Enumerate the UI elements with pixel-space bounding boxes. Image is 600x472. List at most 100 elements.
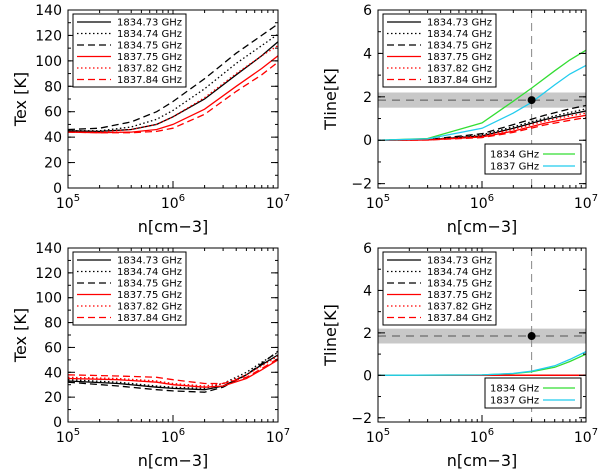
x-tick-exponent: 5	[74, 193, 80, 204]
legend-box	[72, 251, 187, 326]
legend-box	[382, 13, 497, 88]
panel-p2: 105 106 107 −2 0 2 4 6 n[cm−3] Tline[K] 1834.73 GH…	[321, 3, 598, 236]
x-tick-label: 107	[574, 427, 598, 446]
legend-label: 1837.75 GHz	[427, 52, 492, 63]
legend-label: 1837.82 GHz	[117, 64, 182, 75]
y-tick-label: 4	[363, 283, 372, 299]
series-line-7	[378, 64, 586, 141]
y-tick-label: 60	[44, 340, 62, 356]
y-tick-label: 40	[44, 130, 62, 146]
legend-label: 1834.74 GHz	[117, 29, 182, 40]
observation-point	[527, 332, 536, 341]
y-tick-label: 80	[44, 79, 62, 95]
x-tick-label: 106	[470, 427, 494, 446]
y-tick-label: −2	[351, 177, 372, 193]
legend-label: 1834.73 GHz	[427, 18, 492, 29]
y-tick-label: 120	[35, 28, 62, 44]
legend2-label: 1837 GHz	[490, 396, 539, 407]
legend-label: 1834.73 GHz	[117, 18, 182, 29]
legend-box	[382, 251, 497, 326]
legend-label: 1834.73 GHz	[427, 256, 492, 267]
y-axis-label: Tline[K]	[321, 304, 340, 367]
series-line-2	[68, 350, 278, 393]
series-line-4	[378, 112, 586, 141]
x-tick-exponent: 5	[384, 193, 390, 204]
x-tick-label: 107	[266, 427, 290, 446]
y-tick-label: 0	[363, 368, 372, 384]
legend-label: 1837.84 GHz	[427, 313, 492, 324]
y-tick-label: 4	[363, 46, 372, 62]
legend-label: 1834.75 GHz	[427, 41, 492, 52]
y-tick-label: 80	[44, 316, 62, 332]
y-tick-label: 0	[53, 415, 62, 431]
x-tick-exponent: 6	[488, 193, 494, 204]
y-tick-label: 100	[35, 291, 62, 307]
x-axis-label: n[cm−3]	[447, 217, 518, 236]
legend-label: 1834.74 GHz	[117, 267, 182, 278]
legend2-box	[484, 377, 582, 409]
y-tick-label: 40	[44, 365, 62, 381]
legend-label: 1837.82 GHz	[427, 302, 492, 313]
series-line-6	[378, 353, 586, 376]
x-tick-exponent: 6	[488, 427, 494, 438]
series-line-5	[68, 358, 278, 385]
x-axis-label: n[cm−3]	[447, 451, 518, 470]
legend-label: 1834.75 GHz	[427, 279, 492, 290]
y-tick-label: −2	[351, 411, 372, 427]
series-line-1	[68, 33, 278, 132]
legend-label: 1834.75 GHz	[117, 41, 182, 52]
series-line-5	[68, 61, 278, 134]
series-line-0	[68, 354, 278, 391]
x-tick-label: 107	[266, 193, 290, 212]
series-line-4	[68, 45, 278, 133]
x-axis-label: n[cm−3]	[138, 451, 209, 470]
x-axis-label: n[cm−3]	[138, 217, 209, 236]
y-tick-label: 20	[44, 390, 62, 406]
plot-area	[68, 23, 278, 134]
series-line-5	[378, 116, 586, 141]
legend-label: 1834.74 GHz	[427, 267, 492, 278]
x-tick-exponent: 6	[179, 193, 185, 204]
legend-label: 1837.75 GHz	[427, 290, 492, 301]
legend2-label: 1834 GHz	[490, 150, 539, 161]
y-tick-label: 6	[363, 3, 372, 19]
y-tick-label: 0	[363, 133, 372, 149]
series-line-3	[68, 359, 278, 388]
series-line-4	[68, 355, 278, 387]
legend-label: 1834.73 GHz	[117, 256, 182, 267]
legend-label: 1837.75 GHz	[117, 290, 182, 301]
legend-label: 1837.84 GHz	[117, 75, 182, 86]
x-tick-exponent: 7	[284, 193, 290, 204]
series-line-6	[378, 49, 586, 141]
y-tick-label: 60	[44, 105, 62, 121]
x-tick-label: 107	[574, 193, 598, 212]
legend-label: 1837.84 GHz	[117, 313, 182, 324]
x-tick-label: 106	[161, 193, 185, 212]
x-tick-label: 106	[470, 193, 494, 212]
y-tick-label: 20	[44, 156, 62, 172]
x-tick-label: 105	[366, 193, 390, 212]
legend-label: 1837.84 GHz	[427, 75, 492, 86]
x-tick-exponent: 7	[592, 193, 598, 204]
x-tick-exponent: 7	[592, 427, 598, 438]
observation-point	[527, 96, 536, 105]
series-line-1	[378, 108, 586, 141]
y-axis-label: Tex [K]	[11, 72, 30, 127]
y-tick-label: 140	[35, 241, 62, 257]
x-tick-exponent: 5	[384, 427, 390, 438]
series-line-3	[68, 55, 278, 134]
panel-p4: 105 106 107 −2 0 2 4 6 n[cm−3] Tline[K] 1834.73 GH…	[321, 241, 598, 470]
y-tick-label: 0	[53, 181, 62, 197]
legend-label: 1837.82 GHz	[117, 302, 182, 313]
legend2-label: 1837 GHz	[490, 162, 539, 173]
legend2-box	[484, 143, 582, 175]
x-tick-exponent: 7	[284, 427, 290, 438]
plot-area	[68, 350, 278, 393]
x-tick-exponent: 5	[74, 427, 80, 438]
x-tick-exponent: 6	[179, 427, 185, 438]
series-line-2	[68, 23, 278, 131]
y-tick-label: 100	[35, 54, 62, 70]
legend-label: 1834.75 GHz	[117, 279, 182, 290]
